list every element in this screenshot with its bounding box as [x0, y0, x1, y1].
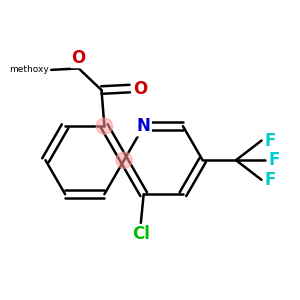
Text: F: F [264, 171, 276, 189]
Text: F: F [268, 151, 280, 169]
Text: O: O [72, 49, 86, 67]
Text: Cl: Cl [132, 225, 150, 243]
Text: methoxy: methoxy [9, 65, 49, 74]
Circle shape [116, 152, 132, 168]
Text: N: N [137, 117, 151, 135]
Text: F: F [264, 131, 276, 149]
Text: O: O [133, 80, 148, 98]
Circle shape [96, 118, 112, 134]
